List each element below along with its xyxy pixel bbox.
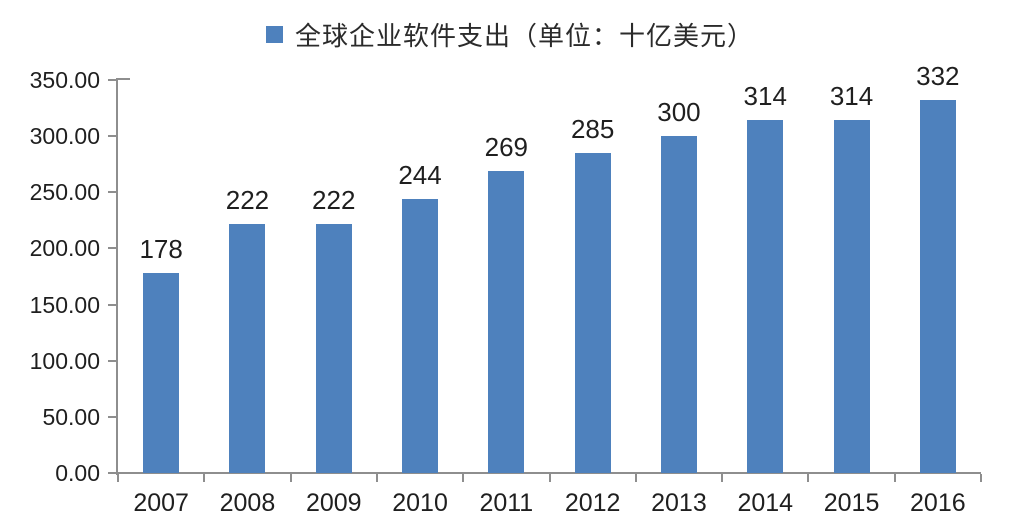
x-category-label: 2014 (737, 489, 794, 517)
y-tick (108, 191, 116, 194)
bar-value-label: 314 (829, 81, 874, 112)
x-category-label: 2010 (392, 489, 448, 517)
bar-2013 (660, 136, 697, 473)
chart-legend: 全球企业软件支出（单位：十亿美元） (0, 16, 1020, 53)
y-tick (108, 359, 116, 362)
x-category-label: 2008 (219, 489, 276, 517)
bar-value-label: 300 (657, 97, 701, 128)
y-tick-label: 300.00 (29, 123, 100, 150)
x-category-label: 2015 (823, 489, 880, 517)
bar-value-label: 314 (743, 81, 787, 112)
y-tick-label: 150.00 (29, 291, 100, 318)
x-tick (375, 474, 378, 482)
bar-value-label: 332 (916, 61, 960, 92)
x-category-label: 2009 (305, 489, 362, 517)
x-tick (807, 474, 810, 482)
bar-value-label: 244 (398, 160, 442, 191)
y-axis-line (116, 78, 118, 475)
y-tick (108, 472, 116, 474)
x-tick (548, 474, 551, 482)
y-tick-label: 0.00 (55, 460, 100, 486)
bar-2008 (229, 223, 266, 473)
bar-2010 (402, 199, 439, 473)
bar-value-label: 269 (484, 131, 529, 162)
y-tick-label: 50.00 (42, 403, 100, 430)
bar-2015 (833, 120, 870, 473)
x-category-label: 2016 (910, 489, 966, 517)
bar-2014 (747, 120, 784, 473)
y-tick (108, 247, 116, 250)
x-tick (634, 474, 637, 482)
bar-value-label: 285 (570, 113, 615, 144)
y-tick (108, 135, 116, 138)
y-tick-label: 100.00 (29, 347, 100, 374)
y-tick-label: 350.00 (29, 67, 100, 93)
x-category-label: 2007 (133, 489, 189, 517)
x-tick (893, 474, 896, 482)
x-category-label: 2013 (651, 489, 707, 517)
bar-2007 (143, 273, 180, 473)
bar-2016 (919, 100, 956, 473)
y-tick-label: 200.00 (29, 235, 100, 262)
x-category-label: 2011 (479, 489, 534, 517)
y-tick-label: 250.00 (29, 179, 100, 206)
x-tick (117, 474, 119, 482)
bar-value-label: 222 (225, 184, 270, 215)
bar-value-label: 178 (139, 234, 183, 265)
x-tick (721, 474, 724, 482)
y-tick (108, 79, 116, 81)
y-axis-top-cap (118, 78, 130, 80)
x-tick (980, 474, 982, 482)
legend-label: 全球企业软件支出（单位：十亿美元） (294, 21, 754, 51)
bar-2009 (315, 223, 352, 473)
x-category-label: 2012 (564, 489, 621, 517)
x-tick (462, 474, 465, 482)
x-tick (289, 474, 292, 482)
bar-2012 (574, 152, 611, 473)
x-axis-line (116, 472, 981, 474)
legend-square-icon (265, 26, 283, 43)
bar-value-label: 222 (312, 184, 356, 215)
bar-2011 (488, 170, 525, 473)
y-tick (108, 303, 116, 306)
x-tick (203, 474, 206, 482)
y-tick (108, 415, 116, 418)
